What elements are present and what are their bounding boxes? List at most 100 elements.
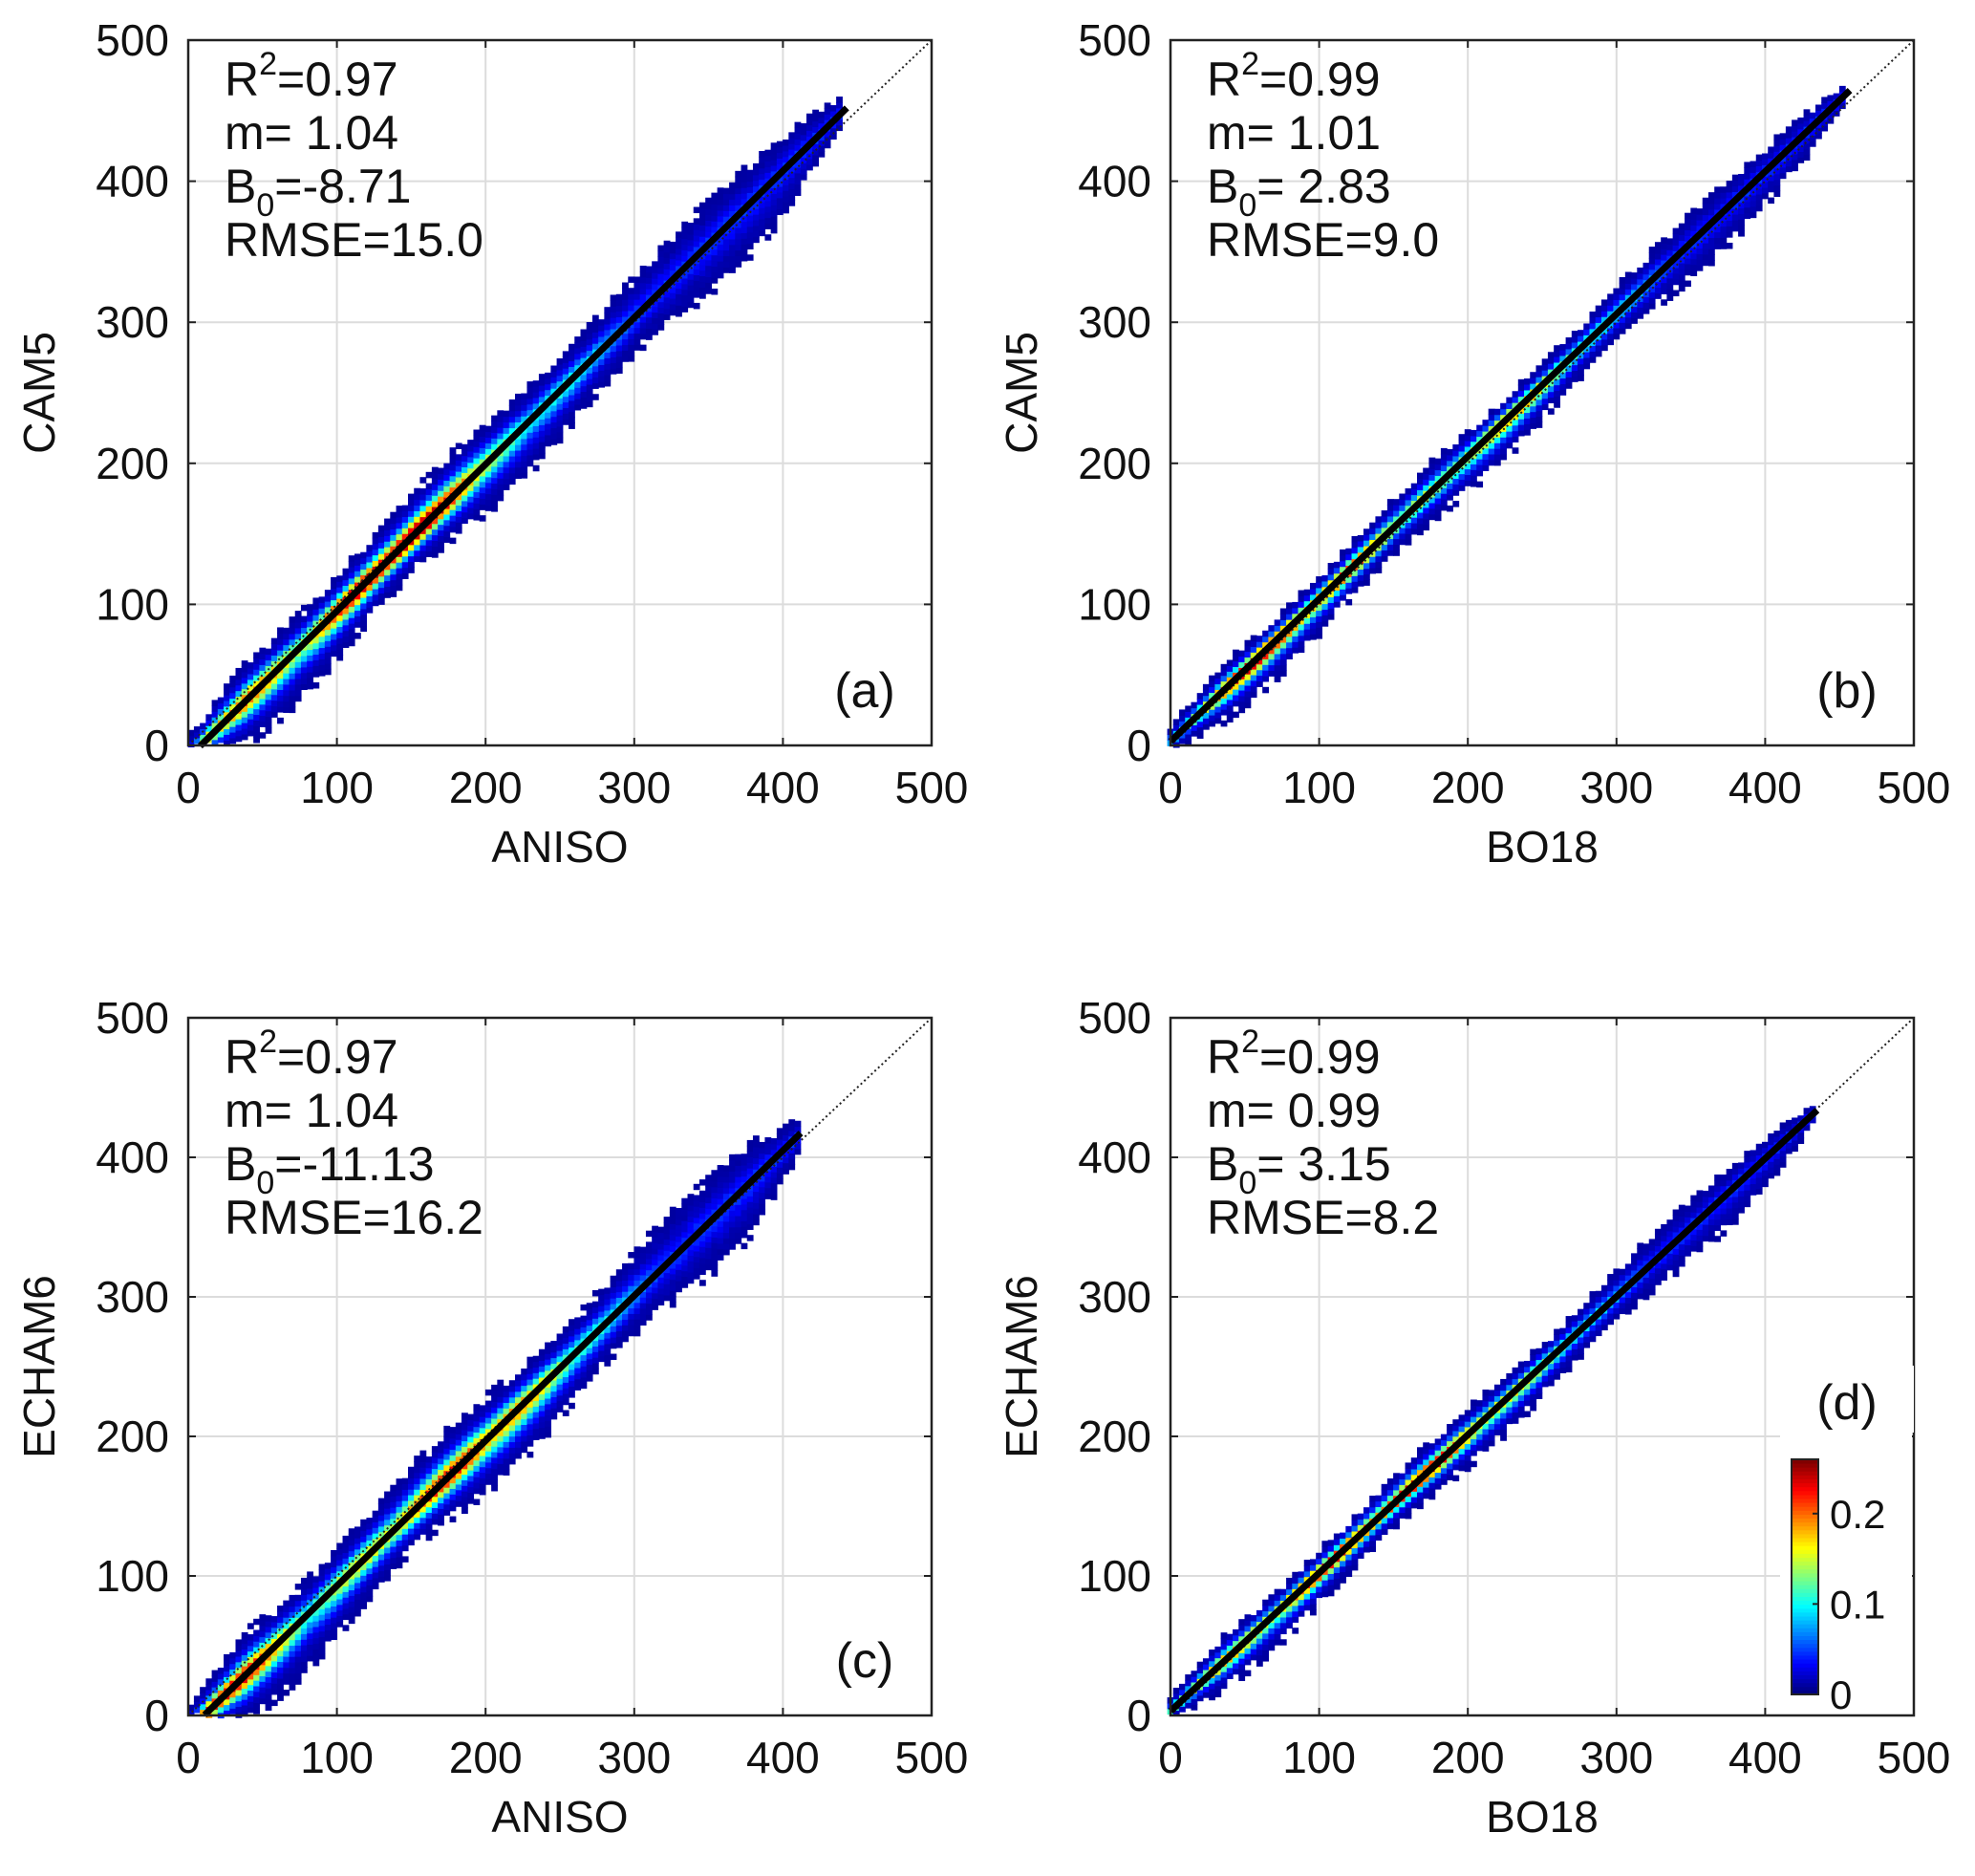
density-cell xyxy=(1530,1382,1537,1390)
density-cell xyxy=(366,1518,374,1524)
density-cell xyxy=(550,439,558,445)
density-cell xyxy=(1488,420,1495,426)
density-cell xyxy=(1707,248,1715,255)
density-cell xyxy=(503,1430,510,1437)
density-cell xyxy=(396,556,403,563)
density-cell xyxy=(521,404,528,411)
density-cell xyxy=(1309,611,1317,617)
density-cell xyxy=(253,725,260,732)
density-cell xyxy=(1631,1259,1638,1265)
density-cell xyxy=(545,1359,551,1366)
density-cell xyxy=(633,293,641,300)
density-cell xyxy=(491,465,498,473)
density-cell xyxy=(794,178,802,185)
density-cell xyxy=(1571,376,1578,382)
density-cell xyxy=(1179,715,1186,722)
density-cell xyxy=(354,581,361,589)
density-cell xyxy=(1286,647,1293,655)
density-cell xyxy=(503,421,510,428)
density-cell xyxy=(604,369,612,376)
density-cell xyxy=(300,672,308,679)
density-cell xyxy=(1309,1581,1317,1588)
density-cell xyxy=(354,571,361,577)
density-cell xyxy=(1423,1481,1430,1488)
density-cell xyxy=(752,219,760,226)
density-cell xyxy=(366,601,374,608)
density-cell xyxy=(419,550,427,557)
density-cell xyxy=(283,706,290,713)
density-cell xyxy=(687,1204,695,1212)
density-cell xyxy=(1262,664,1269,671)
density-cell xyxy=(693,246,700,253)
x-tick-label: 500 xyxy=(895,1733,969,1782)
y-tick-label: 400 xyxy=(96,157,169,206)
density-cell xyxy=(574,393,582,399)
density-cell xyxy=(598,330,605,337)
density-cell xyxy=(698,281,706,288)
density-cell xyxy=(312,648,320,656)
density-cell xyxy=(438,524,444,531)
density-cell xyxy=(193,1707,201,1714)
density-cell xyxy=(812,126,820,133)
density-cell xyxy=(1714,226,1722,233)
density-cell xyxy=(1196,1694,1204,1702)
density-cell xyxy=(390,1557,397,1564)
density-cell xyxy=(1214,1685,1222,1693)
density-cell xyxy=(1345,588,1353,594)
density-cell xyxy=(259,1664,267,1671)
density-cell xyxy=(1447,505,1453,512)
density-cell xyxy=(1471,1411,1477,1417)
density-cell xyxy=(336,1598,344,1606)
density-cell xyxy=(1761,192,1769,200)
density-cell xyxy=(1750,161,1757,168)
density-cell xyxy=(550,382,558,389)
density-cell xyxy=(591,1340,599,1348)
density-cell xyxy=(294,621,302,629)
density-cell xyxy=(538,452,546,460)
density-cell xyxy=(545,1420,551,1427)
density-cell xyxy=(1214,717,1222,724)
density-cell xyxy=(1488,414,1495,421)
density-cell xyxy=(550,371,558,377)
density-cell xyxy=(1672,290,1680,297)
density-cell xyxy=(396,1512,403,1519)
density-cell xyxy=(360,569,368,575)
density-cell xyxy=(1327,1545,1335,1552)
density-cell xyxy=(759,1147,766,1154)
density-cell xyxy=(312,671,320,678)
density-cell xyxy=(1327,602,1335,609)
density-cell xyxy=(1209,1654,1215,1662)
density-cell xyxy=(1381,544,1388,550)
density-cell xyxy=(1500,431,1507,438)
density-cell xyxy=(717,215,724,223)
density-cell xyxy=(1678,257,1685,264)
density-cell xyxy=(1654,248,1662,254)
density-cell xyxy=(532,1361,540,1369)
density-cell xyxy=(1298,640,1305,648)
density-cell xyxy=(1827,112,1835,119)
density-cell xyxy=(467,1475,475,1482)
density-cell xyxy=(717,238,724,245)
density-cell xyxy=(1309,634,1317,640)
density-cell xyxy=(484,476,492,484)
density-cell xyxy=(580,391,588,398)
density-cell xyxy=(586,383,593,391)
density-cell xyxy=(462,494,468,502)
density-cell xyxy=(1292,624,1299,632)
density-cell xyxy=(1624,316,1632,324)
density-cell xyxy=(259,721,267,727)
density-cell xyxy=(224,1671,230,1677)
density-cell xyxy=(360,625,368,632)
density-cell xyxy=(431,1446,439,1453)
density-cell xyxy=(1440,1467,1448,1475)
density-cell xyxy=(598,381,605,388)
density-cell xyxy=(676,248,682,255)
density-cell xyxy=(366,556,374,563)
density-cell xyxy=(1755,160,1763,167)
density-cell xyxy=(676,1236,682,1242)
density-cell xyxy=(1726,191,1733,199)
density-cell xyxy=(253,1674,260,1681)
density-cell xyxy=(425,1506,433,1514)
density-cell xyxy=(1452,1435,1460,1443)
density-cell xyxy=(681,1248,689,1255)
